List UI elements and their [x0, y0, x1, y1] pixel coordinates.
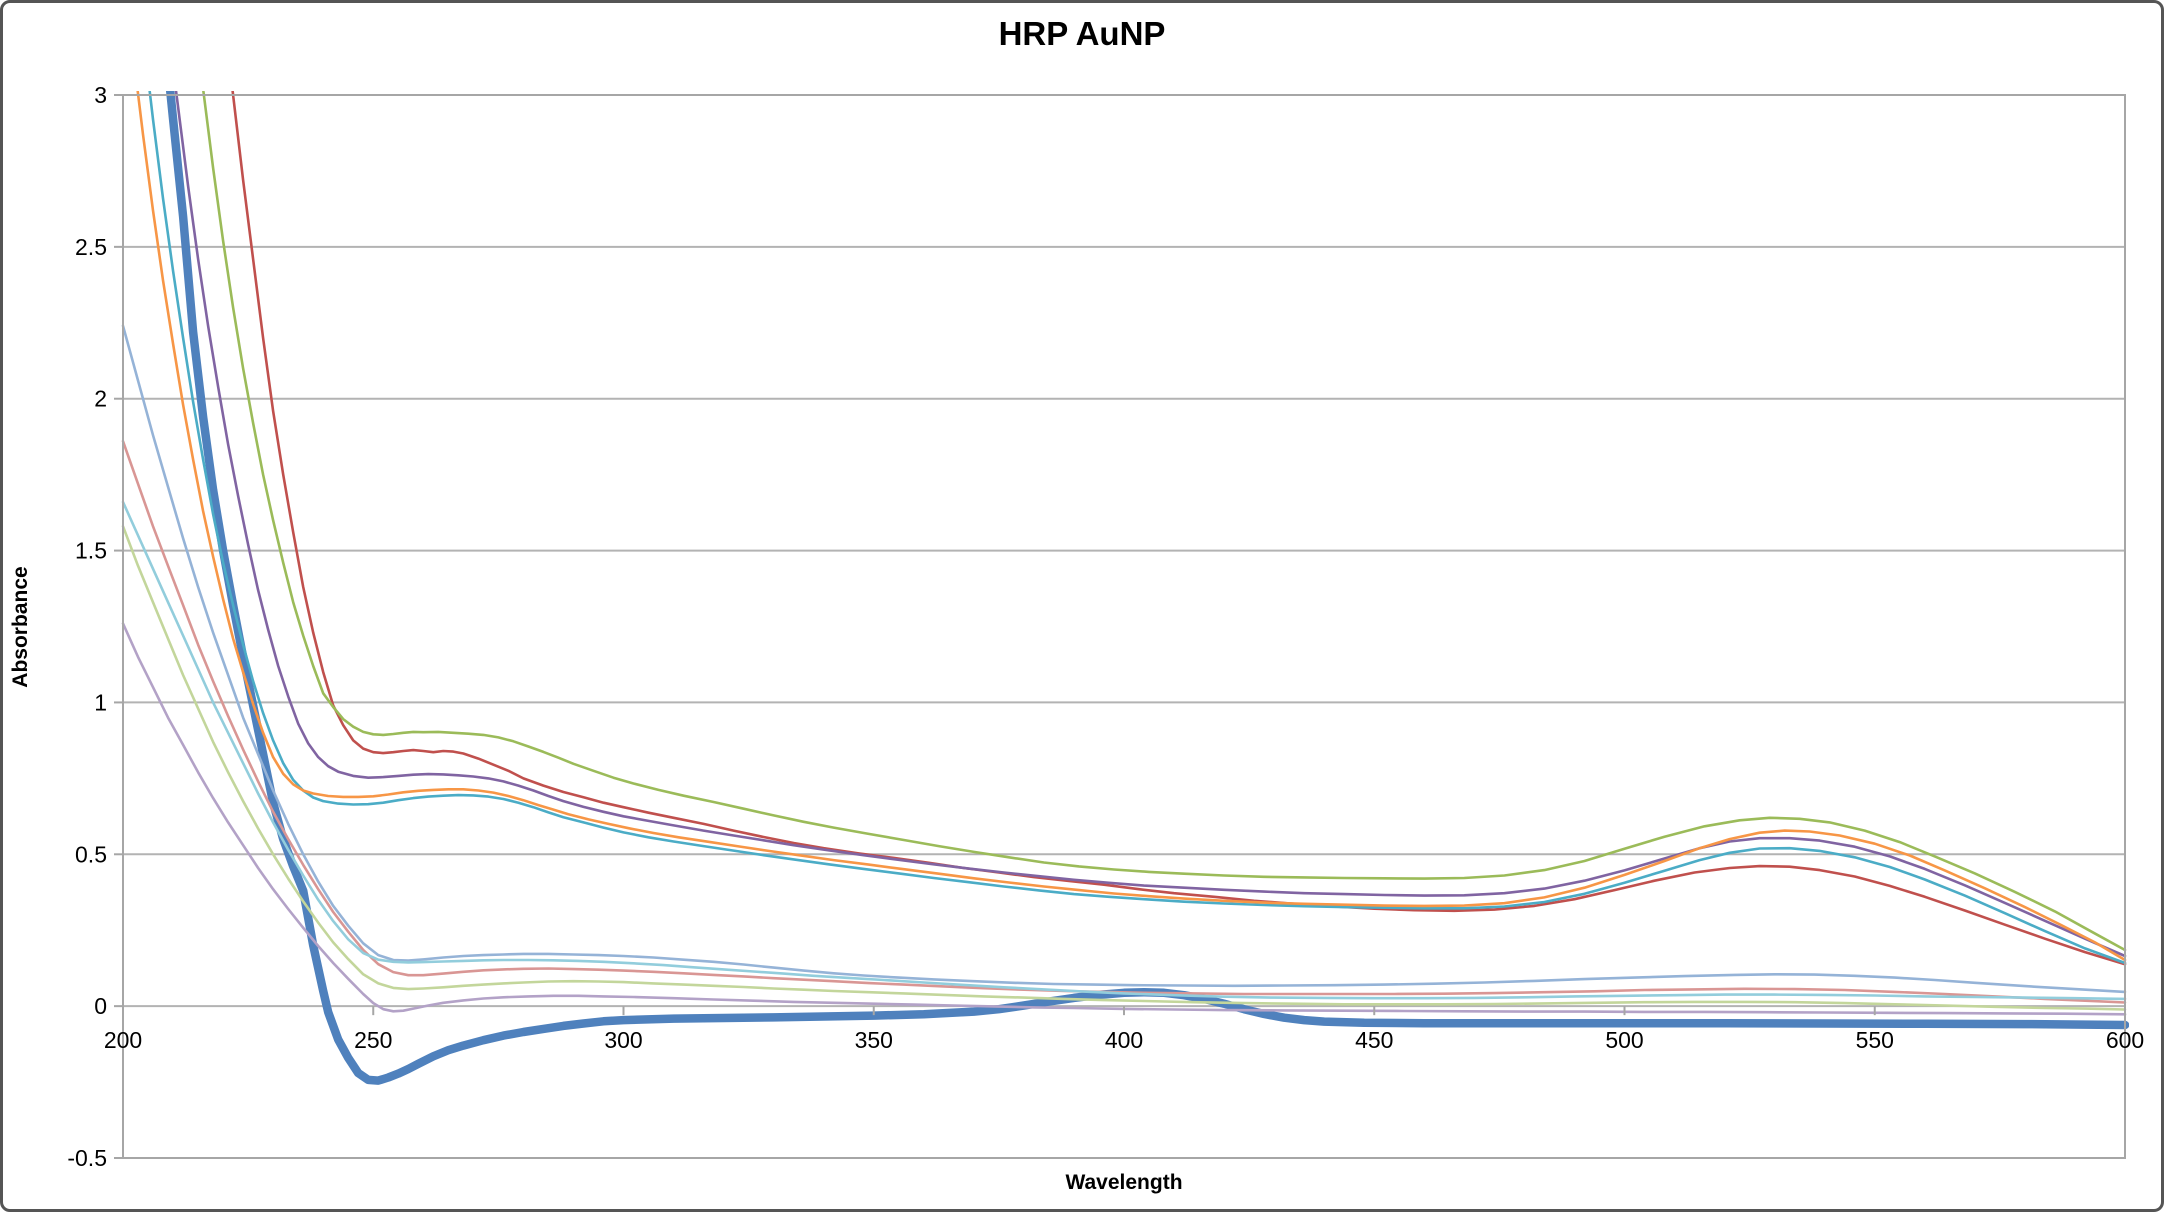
series-line-orange[interactable] — [123, 3, 2127, 962]
y-tick-label: 0.5 — [75, 841, 107, 867]
y-tick-label: 2 — [94, 386, 107, 412]
x-tick-label: 200 — [104, 1027, 142, 1053]
y-tick-label: 1.5 — [75, 538, 107, 564]
x-tick-label: 350 — [855, 1027, 893, 1053]
y-tick-label: 3 — [94, 82, 107, 108]
x-tick-label: 550 — [1856, 1027, 1894, 1053]
series-line-light-blue[interactable] — [121, 324, 2127, 994]
x-tick-label: 250 — [354, 1027, 392, 1053]
x-tick-label: 450 — [1355, 1027, 1393, 1053]
series-line-red[interactable] — [213, 3, 2127, 966]
y-axis-title[interactable]: Absorbance — [9, 566, 32, 688]
chart-title[interactable]: HRP AuNP — [998, 15, 1166, 52]
series-line-light-red[interactable] — [121, 439, 2127, 1004]
x-tick-label: 400 — [1105, 1027, 1143, 1053]
y-tick-label: 1 — [94, 689, 107, 715]
x-tick-label: 600 — [2106, 1027, 2144, 1053]
y-tick-label: 2.5 — [75, 234, 107, 260]
series-line-green[interactable] — [183, 3, 2127, 952]
x-axis-title[interactable]: Wavelength — [1065, 1171, 1183, 1194]
tick-labels-group: 3 2.5 2 1.5 1 0.5 0 -0.5 200 250 300 350 400 450 500 55… — [67, 82, 2144, 1171]
series-line-purple[interactable] — [158, 3, 2127, 958]
series-line-light-green[interactable] — [121, 525, 2127, 1011]
series-line-light-purple[interactable] — [121, 622, 2127, 1016]
series-line-light-cyan[interactable] — [121, 500, 2127, 1001]
y-tick-label: -0.5 — [67, 1145, 107, 1171]
chart-canvas[interactable]: 3 2.5 2 1.5 1 0.5 0 -0.5 200 250 300 350 400 450 500 55… — [3, 3, 2164, 1212]
series-line-thick-blue[interactable] — [153, 3, 2129, 1085]
series-line-teal[interactable] — [133, 3, 2127, 965]
series-group — [121, 3, 2129, 1085]
x-tick-label: 500 — [1605, 1027, 1643, 1053]
plot-area-border[interactable] — [122, 94, 2126, 1159]
x-tick-label: 300 — [604, 1027, 642, 1053]
y-tick-label: 0 — [94, 993, 107, 1019]
axes-group — [114, 94, 2126, 1159]
gridlines-group — [123, 245, 2125, 1008]
